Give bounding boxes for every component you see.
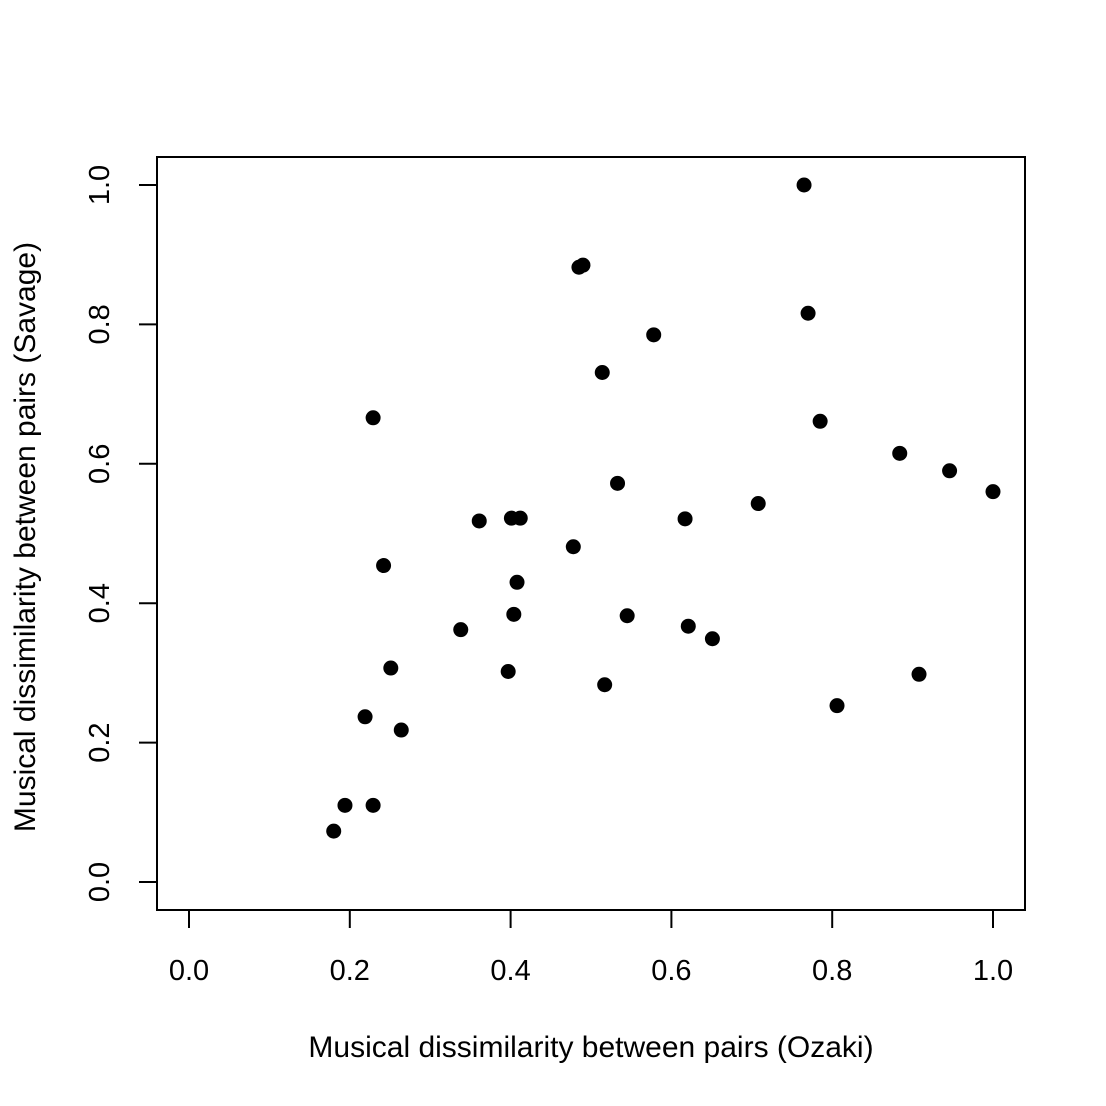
data-point: [393, 722, 409, 738]
data-point: [512, 510, 528, 526]
data-point: [646, 327, 662, 343]
data-point: [365, 797, 381, 813]
y-tick-label: 0.8: [84, 304, 116, 344]
plot-frame: [156, 156, 1026, 911]
data-points: [326, 177, 1001, 839]
data-point: [812, 413, 828, 429]
data-point: [892, 445, 908, 461]
x-tick-label: 0.8: [812, 955, 852, 987]
x-axis-label: Musical dissimilarity between pairs (Oza…: [308, 1031, 873, 1064]
data-point: [619, 608, 635, 624]
data-point: [326, 823, 342, 839]
x-tick-label: 0.6: [651, 955, 691, 987]
x-tick-label: 0.0: [169, 955, 209, 987]
x-tick-label: 1.0: [973, 955, 1013, 987]
y-tick-label: 0.6: [84, 444, 116, 484]
data-point: [365, 410, 381, 426]
data-point: [796, 177, 812, 193]
data-point: [506, 606, 522, 622]
data-point: [985, 484, 1001, 500]
data-point: [800, 305, 816, 321]
data-point: [597, 677, 613, 693]
data-point: [509, 574, 525, 590]
data-point: [610, 475, 626, 491]
data-point: [500, 664, 516, 680]
data-point: [383, 660, 399, 676]
data-point: [829, 698, 845, 714]
data-point: [942, 463, 958, 479]
y-axis-label: Musical dissimilarity between pairs (Sav…: [9, 242, 42, 832]
data-point: [750, 496, 766, 512]
data-point: [704, 631, 720, 647]
y-tick-label: 0.4: [84, 583, 116, 623]
data-point: [594, 364, 610, 380]
data-point: [680, 618, 696, 634]
y-tick-label: 1.0: [84, 165, 116, 205]
data-point: [677, 511, 693, 527]
data-point: [453, 622, 469, 638]
y-axis: 0.0 0.2 0.4 0.6 0.8 1.0: [84, 165, 158, 902]
data-point: [376, 558, 392, 574]
data-point: [575, 257, 591, 273]
data-point: [911, 666, 927, 682]
x-tick-label: 0.2: [330, 955, 370, 987]
data-point: [471, 513, 487, 529]
x-axis: 0.0 0.2 0.4 0.6 0.8 1.0: [169, 909, 1013, 987]
data-point: [337, 797, 353, 813]
data-point: [357, 709, 373, 725]
x-tick-label: 0.4: [490, 955, 530, 987]
y-tick-label: 0.0: [84, 862, 116, 902]
data-point: [565, 539, 581, 555]
y-tick-label: 0.2: [84, 722, 116, 762]
